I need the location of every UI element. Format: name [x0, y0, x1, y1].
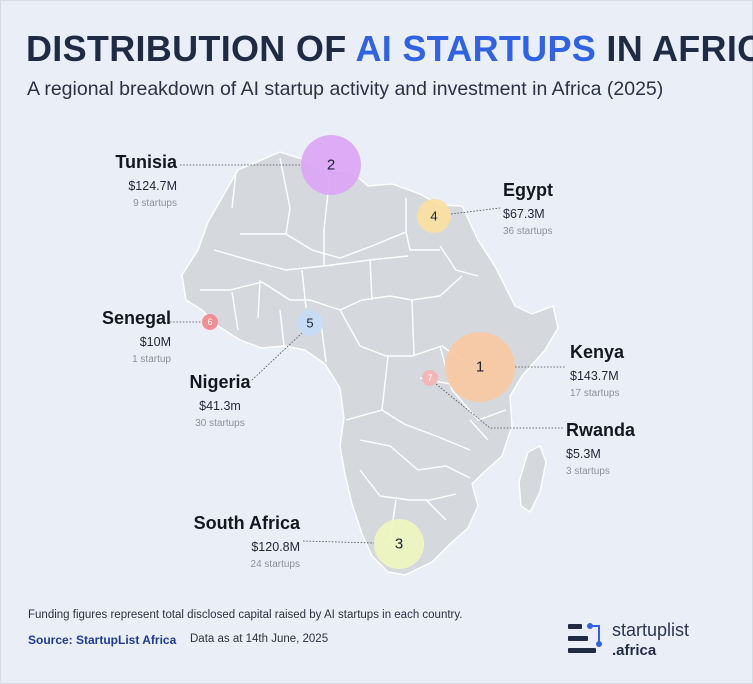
- startup-count: 1 startup: [132, 354, 171, 365]
- label-rwanda: Rwanda $5.3M 3 startups: [566, 420, 635, 477]
- leader-line-south-africa: [302, 540, 375, 544]
- leader-line-nigeria: [251, 332, 303, 381]
- bubble-rwanda: [422, 370, 438, 386]
- startuplist-logo: startuplist .africa: [568, 620, 718, 660]
- funding-amount: $10M: [139, 335, 171, 349]
- startup-count: 17 startups: [570, 388, 620, 399]
- rank-label-south-africa: 3: [395, 536, 403, 553]
- country-name: Nigeria: [189, 372, 251, 392]
- leader-line-rwanda: [435, 383, 563, 429]
- startuplist-logo-icon: [568, 623, 602, 653]
- title-accent: AI STARTUPS: [355, 28, 597, 69]
- startup-count: 36 startups: [503, 226, 553, 237]
- bubble-tunisia: [301, 135, 361, 195]
- rank-label-senegal: 6: [207, 317, 212, 327]
- rank-label-rwanda: 7: [427, 373, 432, 383]
- label-south-africa: South Africa $120.8M 24 startups: [194, 513, 300, 570]
- startup-count: 30 startups: [195, 418, 245, 429]
- funding-amount: $67.3M: [503, 207, 545, 221]
- label-nigeria: Nigeria $41.3m 30 startups: [185, 372, 255, 429]
- funding-amount: $41.3m: [199, 399, 241, 413]
- rank-label-kenya: 1: [476, 359, 484, 376]
- funding-amount: $124.7M: [128, 179, 177, 193]
- country-name: Rwanda: [566, 420, 636, 440]
- startup-count: 9 startups: [133, 198, 177, 209]
- label-kenya: Kenya $143.7M 17 startups: [570, 342, 624, 399]
- country-name: Egypt: [503, 180, 554, 200]
- label-senegal: Senegal $10M 1 startup: [102, 308, 171, 365]
- country-name: Kenya: [570, 342, 625, 362]
- page-subtitle: A regional breakdown of AI startup activ…: [27, 78, 664, 100]
- country-borders: [200, 157, 507, 541]
- brand-name: startuplist: [612, 620, 690, 640]
- data-date: Data as at 14th June, 2025: [190, 633, 329, 645]
- rank-label-egypt: 4: [430, 209, 437, 224]
- leader-line-egypt: [450, 207, 501, 215]
- source-credit: Source: StartupList Africa: [28, 633, 177, 647]
- madagascar: [518, 445, 547, 514]
- label-tunisia: Tunisia $124.7M 9 startups: [115, 152, 177, 209]
- funding-amount: $143.7M: [570, 369, 619, 383]
- funding-amount: $5.3M: [566, 447, 601, 461]
- bubble-kenya: [445, 332, 515, 402]
- footnote: Funding figures represent total disclose…: [28, 609, 463, 621]
- title-part-1: DISTRIBUTION OF: [26, 28, 356, 69]
- startup-count: 24 startups: [250, 559, 300, 570]
- bubble-senegal: [202, 314, 218, 330]
- country-name: Senegal: [101, 308, 171, 328]
- bubble-nigeria: [297, 310, 323, 336]
- startup-count: 3 startups: [566, 466, 610, 477]
- bubble-south-africa: [374, 519, 424, 569]
- country-name: Tunisia: [115, 152, 177, 172]
- rank-label-tunisia: 2: [327, 157, 335, 174]
- rank-label-nigeria: 5: [306, 316, 313, 331]
- brand-tld: .africa: [612, 642, 657, 659]
- country-name: South Africa: [193, 513, 300, 533]
- bubble-egypt: [417, 199, 451, 233]
- funding-amount: $120.8M: [251, 540, 300, 554]
- label-egypt: Egypt $67.3M 36 startups: [503, 180, 553, 237]
